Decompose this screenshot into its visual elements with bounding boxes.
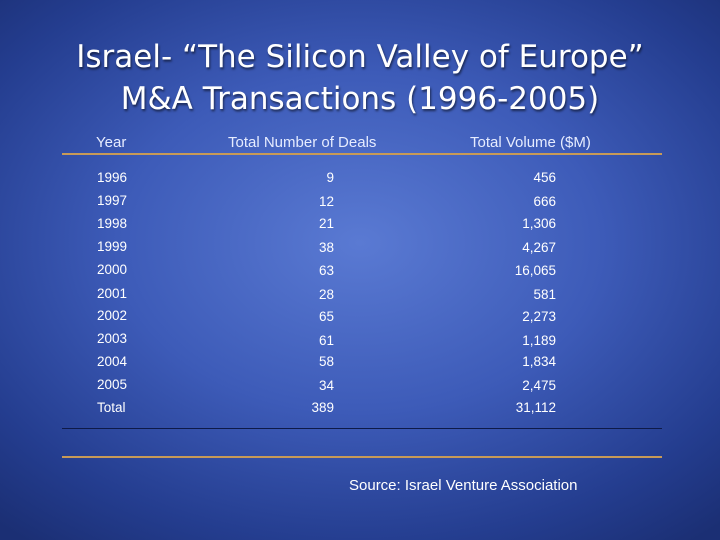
cell-year: 2000	[97, 262, 128, 277]
cell-deals: 34	[318, 378, 334, 393]
header-volume: Total Volume ($M)	[470, 134, 591, 151]
header-year: Year	[96, 134, 127, 151]
title-line-1: Israel- “The Silicon Valley of Europe”	[76, 39, 644, 75]
cell-deals: 28	[318, 287, 334, 302]
cell-volume: 1,834	[522, 354, 556, 369]
cell-year: 1997	[97, 193, 128, 208]
source-note: Source: Israel Venture Association	[349, 477, 578, 494]
header-rule	[62, 153, 662, 155]
cell-year: 2001	[97, 286, 128, 301]
cell-volume: 581	[533, 287, 556, 302]
cell-volume: 456	[533, 170, 556, 185]
cell-deals: 63	[318, 263, 334, 278]
cell-volume: 666	[533, 194, 556, 209]
cell-deals: 38	[318, 240, 334, 255]
cell-volume: 1,189	[522, 333, 556, 348]
cell-year: 1999	[97, 239, 128, 254]
cell-year: 2002	[97, 308, 128, 323]
cell-year: 2003	[97, 331, 128, 346]
cell-volume: 2,475	[522, 378, 556, 393]
cell-deals: 21	[318, 216, 334, 231]
cell-deals: 389	[311, 400, 334, 415]
cell-year: 2004	[97, 354, 128, 369]
cell-deals: 61	[318, 333, 334, 348]
cell-deals: 12	[318, 194, 334, 209]
cell-deals: 9	[326, 170, 334, 185]
cell-year: Total	[97, 400, 126, 415]
cell-volume: 4,267	[522, 240, 556, 255]
cell-year: 1998	[97, 216, 128, 231]
cell-volume: 31,112	[515, 400, 556, 415]
header-deals: Total Number of Deals	[228, 134, 377, 151]
title-line-2: M&A Transactions (1996-2005)	[120, 81, 600, 117]
slide-title: Israel- “The Silicon Valley of Europe” M…	[0, 36, 720, 120]
cell-year: 2005	[97, 377, 128, 392]
cell-volume: 1,306	[522, 216, 556, 231]
cell-deals: 58	[318, 354, 334, 369]
table-bottom-rule	[62, 428, 662, 429]
cell-deals: 65	[318, 309, 334, 324]
cell-year: 1996	[97, 170, 128, 185]
cell-volume: 2,273	[522, 309, 556, 324]
cell-volume: 16,065	[514, 263, 556, 278]
footer-rule	[62, 456, 662, 458]
